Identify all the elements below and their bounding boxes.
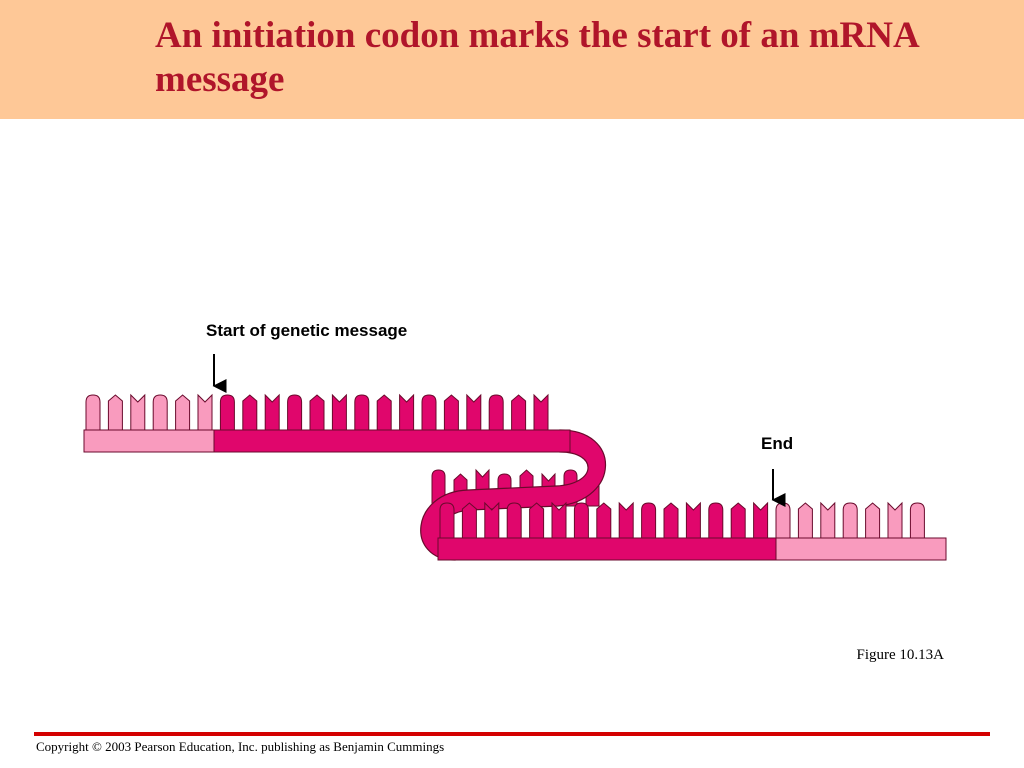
footer-rule	[34, 732, 990, 736]
nucleotide-base	[85, 394, 101, 433]
nucleotide-base	[506, 502, 522, 541]
nucleotide-base	[309, 394, 325, 433]
nucleotide-base	[466, 393, 482, 433]
nucleotide-base	[842, 502, 858, 541]
nucleotide-base	[533, 393, 549, 433]
page-title: An initiation codon marks the start of a…	[155, 15, 918, 100]
nucleotide-base	[107, 394, 123, 433]
strand-segment	[437, 537, 777, 561]
nucleotide-base	[130, 393, 146, 433]
nucleotide-base	[287, 394, 303, 433]
nucleotide-base	[529, 502, 545, 541]
nucleotide-base	[242, 394, 258, 433]
nucleotide-base	[708, 502, 724, 541]
figure-label: Figure 10.13A	[856, 647, 945, 663]
mrna-upper-strand	[83, 393, 571, 453]
nucleotide-base	[354, 394, 370, 433]
nucleotide-base	[219, 394, 235, 433]
strand-segment	[213, 429, 571, 453]
nucleotide-base	[730, 502, 746, 541]
nucleotide-base	[264, 393, 280, 433]
nucleotide-base	[439, 502, 455, 541]
title-bar: An initiation codon marks the start of a…	[0, 0, 1024, 119]
nucleotide-base	[488, 394, 504, 433]
nucleotide-base	[663, 502, 679, 541]
nucleotide-base	[797, 502, 813, 541]
nucleotide-base	[573, 502, 589, 541]
nucleotide-base	[596, 502, 612, 541]
nucleotide-base	[775, 502, 791, 541]
strand-segment	[775, 537, 947, 561]
start-label: Start of genetic message	[206, 321, 408, 340]
nucleotide-base	[331, 393, 347, 433]
nucleotide-base	[618, 501, 634, 541]
nucleotide-base	[376, 394, 392, 433]
nucleotide-base	[511, 394, 527, 433]
nucleotide-base	[399, 393, 415, 433]
nucleotide-base	[641, 502, 657, 541]
nucleotide-base	[152, 394, 168, 433]
nucleotide-base	[461, 502, 477, 541]
nucleotide-base	[551, 501, 567, 541]
nucleotide-base	[909, 502, 925, 541]
nucleotide-base	[421, 394, 437, 433]
nucleotide-base	[443, 394, 459, 433]
nucleotide-base	[753, 501, 769, 541]
copyright-text: Copyright © 2003 Pearson Education, Inc.…	[36, 739, 445, 754]
strand-segment	[83, 429, 215, 453]
nucleotide-base	[685, 501, 701, 541]
end-label: End	[761, 434, 794, 453]
nucleotide-base	[887, 501, 903, 541]
mrna-lower-strand	[437, 501, 947, 561]
nucleotide-base	[175, 394, 191, 433]
nucleotide-base	[820, 501, 836, 541]
nucleotide-base	[197, 393, 213, 433]
nucleotide-base	[865, 502, 881, 541]
